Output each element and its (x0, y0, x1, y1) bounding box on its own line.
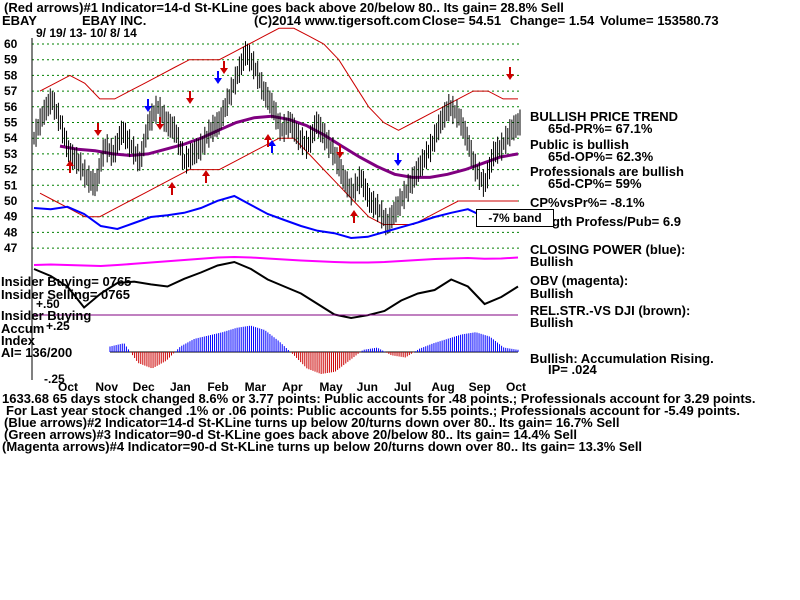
y-tick-48: 48 (4, 225, 18, 239)
obv-state: Bullish (530, 286, 574, 301)
relstr-line (33, 260, 519, 320)
cpvspr-value: CP%vsPr%= -8.1% (530, 195, 645, 210)
signal-arrow-head (220, 68, 228, 74)
ticker: EBAY (2, 13, 37, 28)
closing-power-label: CLOSING POWER (blue): (530, 242, 686, 257)
signal-arrow-head (66, 160, 74, 166)
ai-value: AI= 136/200 (1, 345, 73, 360)
y-tick-50: 50 (4, 194, 18, 208)
footer-line3: (Blue arrows)#2 Indicator=14-d St-KLine … (4, 415, 620, 430)
signal-arrow-head (506, 74, 514, 80)
upper-band-line (39, 27, 518, 131)
month-label-6: Apr (282, 380, 303, 394)
footer-line4: (Green arrows)#3 Indicator=90-d St-KLine… (4, 427, 577, 442)
volume-value: Volume= 153580.73 (600, 13, 719, 28)
band-label: -7% band (476, 209, 554, 227)
relstr-label: REL.STR.-VS DJI (brown): (530, 303, 691, 318)
signal-arrow-head (168, 182, 176, 188)
closing-power-state: Bullish (530, 254, 574, 269)
indicator-lines (33, 194, 519, 320)
month-label-12: Oct (506, 380, 526, 394)
y-tick-52: 52 (4, 163, 18, 177)
index-label: Index (1, 333, 35, 348)
y-tick-56: 56 (4, 100, 18, 114)
signal-arrow-head (186, 98, 194, 104)
date-range: 9/ 19/ 13- 10/ 8/ 14 (36, 26, 137, 40)
y-tick-59: 59 (4, 53, 18, 67)
y-tick-51: 51 (4, 178, 18, 192)
month-label-0: Oct (58, 380, 78, 394)
signal-arrow-head (214, 78, 222, 84)
signal-arrow-head (394, 160, 402, 166)
accum-plus25: +.25 (46, 319, 70, 333)
close-value: Close= 54.51 (422, 13, 502, 28)
professionals-label: Professionals are bullish (530, 164, 684, 179)
header-line1: (Red arrows)#1 Indicator=14-d St-KLine g… (4, 0, 564, 15)
month-label-9: Jul (394, 380, 411, 394)
closing-power-line (33, 194, 519, 240)
y-tick-53: 53 (4, 147, 18, 161)
signal-arrow-head (336, 152, 344, 158)
lower-band-line (39, 137, 518, 225)
cp-value: 65d-CP%= 59% (548, 176, 642, 191)
accum-state: Bullish: Accumulation Rising. (530, 351, 714, 366)
signal-arrow-head (144, 106, 152, 112)
month-label-11: Sep (469, 380, 491, 394)
price-bars (33, 41, 521, 236)
accum-plus50: +.50 (36, 297, 60, 311)
month-label-3: Jan (170, 380, 191, 394)
signal-arrow-head (264, 134, 272, 140)
trend-title: BULLISH PRICE TREND (530, 109, 679, 124)
ip-value: IP= .024 (548, 362, 597, 377)
footer-line5: (Magenta arrows)#4 Indicator=90-d St-KLi… (2, 439, 643, 454)
insider-buying-1: Insider Buying= 0765 (1, 274, 132, 289)
signal-arrow-head (268, 140, 276, 146)
y-tick-58: 58 (4, 68, 18, 82)
accum-minus25: -.25 (44, 372, 65, 386)
relstr-state: Bullish (530, 315, 574, 330)
price-gridlines (31, 38, 520, 380)
pr-value: 65d-PR%= 67.1% (548, 121, 653, 136)
op-value: 65d-OP%= 62.3% (548, 149, 654, 164)
price-bands (39, 27, 519, 225)
month-label-1: Nov (95, 380, 118, 394)
signal-arrow-head (350, 210, 358, 216)
footer-line1: 1633.68 65 days stock changed 8.6% or 3.… (2, 391, 756, 406)
signal-arrows (66, 61, 514, 223)
public-label: Public is bullish (530, 137, 629, 152)
month-label-10: Aug (431, 380, 454, 394)
month-label-4: Feb (207, 380, 228, 394)
strength-value: gth Profess/Pub= 6.9 (552, 214, 681, 229)
y-tick-47: 47 (4, 241, 18, 255)
y-tick-49: 49 (4, 210, 18, 224)
accumulation-index (109, 325, 519, 374)
copyright: (C)2014 www.tigersoft.com (254, 13, 421, 28)
moving-average-line (59, 114, 519, 179)
month-label-8: Jun (357, 380, 378, 394)
insider-selling: Insider Selling= 0765 (1, 287, 130, 302)
y-tick-55: 55 (4, 116, 18, 130)
y-tick-60: 60 (4, 37, 18, 51)
month-label-2: Dec (133, 380, 155, 394)
signal-arrow-head (202, 170, 210, 176)
accum-label: Accum (1, 321, 45, 336)
signal-arrow-head (94, 130, 102, 136)
month-label-5: Mar (245, 380, 267, 394)
footer-line2: For Last year stock changed .1% or .06 p… (6, 403, 740, 418)
signal-arrow-head (156, 124, 164, 130)
change-value: Change= 1.54 (510, 13, 595, 28)
y-tick-54: 54 (4, 131, 18, 145)
obv-line (33, 255, 519, 268)
month-axis-labels: Oct Nov Dec Jan Feb Mar Apr May Jun Jul Aug Sep Oct (58, 380, 526, 394)
company-name: EBAY INC. (82, 13, 147, 28)
y-tick-57: 57 (4, 84, 18, 98)
insider-buying-2: Insider Buying (1, 308, 92, 323)
month-label-7: May (319, 380, 343, 394)
obv-label: OBV (magenta): (530, 273, 629, 288)
